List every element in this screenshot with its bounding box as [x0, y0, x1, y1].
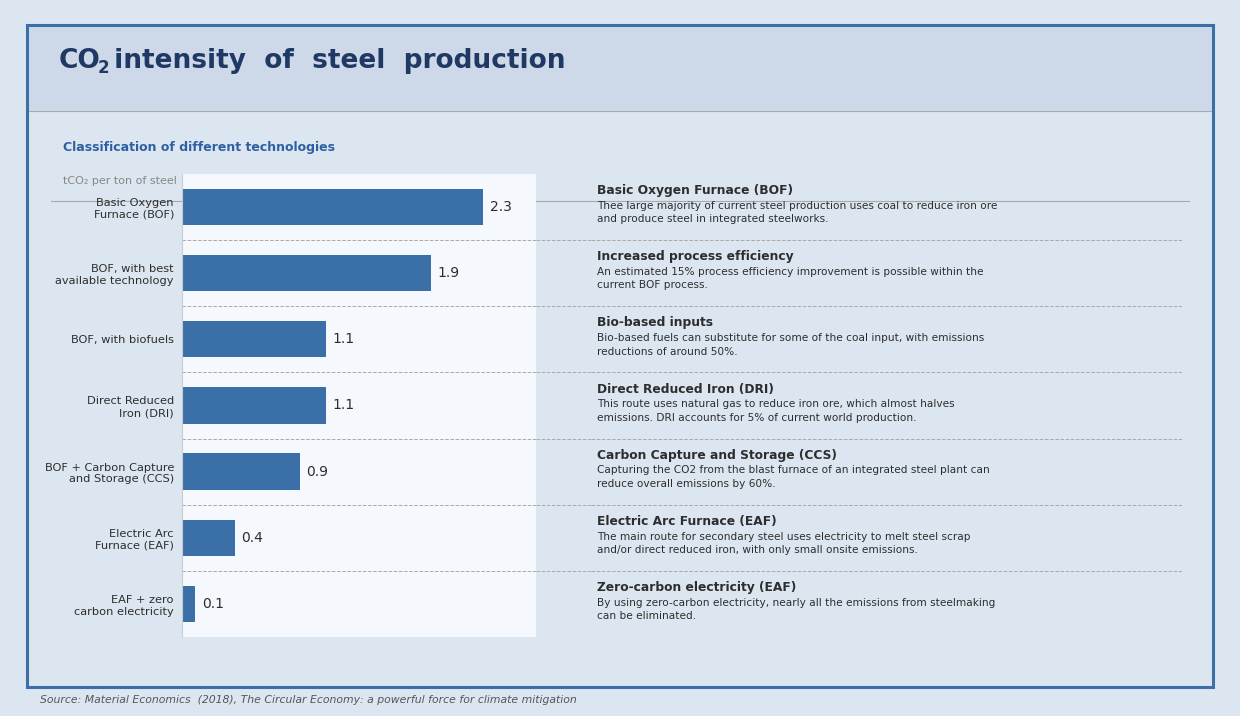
Text: Carbon Capture and Storage (CCS): Carbon Capture and Storage (CCS) — [598, 449, 837, 462]
Text: 1.1: 1.1 — [332, 332, 355, 347]
Text: 2.3: 2.3 — [490, 200, 512, 214]
Text: Direct Reduced Iron (DRI): Direct Reduced Iron (DRI) — [598, 382, 774, 395]
Text: 0.4: 0.4 — [241, 531, 263, 545]
Text: An estimated 15% process efficiency improvement is possible within the
current B: An estimated 15% process efficiency impr… — [598, 267, 983, 291]
Text: 0.9: 0.9 — [306, 465, 329, 479]
Text: Bio-based fuels can substitute for some of the coal input, with emissions
reduct: Bio-based fuels can substitute for some … — [598, 333, 985, 357]
Text: Source: Material Economics  (2018), The Circular Economy: a powerful force for c: Source: Material Economics (2018), The C… — [40, 695, 577, 705]
Text: Classification of different technologies: Classification of different technologies — [63, 141, 335, 154]
Bar — [182, 255, 432, 291]
Text: 2: 2 — [98, 59, 109, 77]
Text: The main route for secondary steel uses electricity to melt steel scrap
and/or d: The main route for secondary steel uses … — [598, 532, 971, 556]
Text: Basic Oxygen Furnace (BOF): Basic Oxygen Furnace (BOF) — [598, 184, 794, 197]
Text: CO: CO — [58, 48, 100, 74]
Text: Increased process efficiency: Increased process efficiency — [598, 250, 794, 263]
Text: Thee large majority of current steel production uses coal to reduce iron ore
and: Thee large majority of current steel pro… — [598, 200, 998, 224]
Bar — [182, 453, 300, 490]
Bar — [182, 387, 326, 424]
Text: By using zero-carbon electricity, nearly all the emissions from steelmaking
can : By using zero-carbon electricity, nearly… — [598, 598, 996, 621]
Text: tCO₂ per ton of steel: tCO₂ per ton of steel — [63, 175, 177, 185]
Text: Capturing the CO2 from the blast furnace of an integrated steel plant can
reduce: Capturing the CO2 from the blast furnace… — [598, 465, 990, 489]
FancyBboxPatch shape — [27, 25, 1213, 111]
Bar — [182, 321, 326, 357]
Bar — [182, 520, 234, 556]
Text: 1.9: 1.9 — [438, 266, 460, 280]
Bar — [182, 586, 196, 622]
Bar — [182, 188, 484, 225]
Text: intensity  of  steel  production: intensity of steel production — [105, 48, 565, 74]
Text: 1.1: 1.1 — [332, 398, 355, 412]
Text: Electric Arc Furnace (EAF): Electric Arc Furnace (EAF) — [598, 515, 777, 528]
Text: Zero-carbon electricity (EAF): Zero-carbon electricity (EAF) — [598, 581, 796, 594]
Text: 0.1: 0.1 — [202, 597, 224, 611]
Text: Bio-based inputs: Bio-based inputs — [598, 316, 713, 329]
Text: This route uses natural gas to reduce iron ore, which almost halves
emissions. D: This route uses natural gas to reduce ir… — [598, 400, 955, 423]
